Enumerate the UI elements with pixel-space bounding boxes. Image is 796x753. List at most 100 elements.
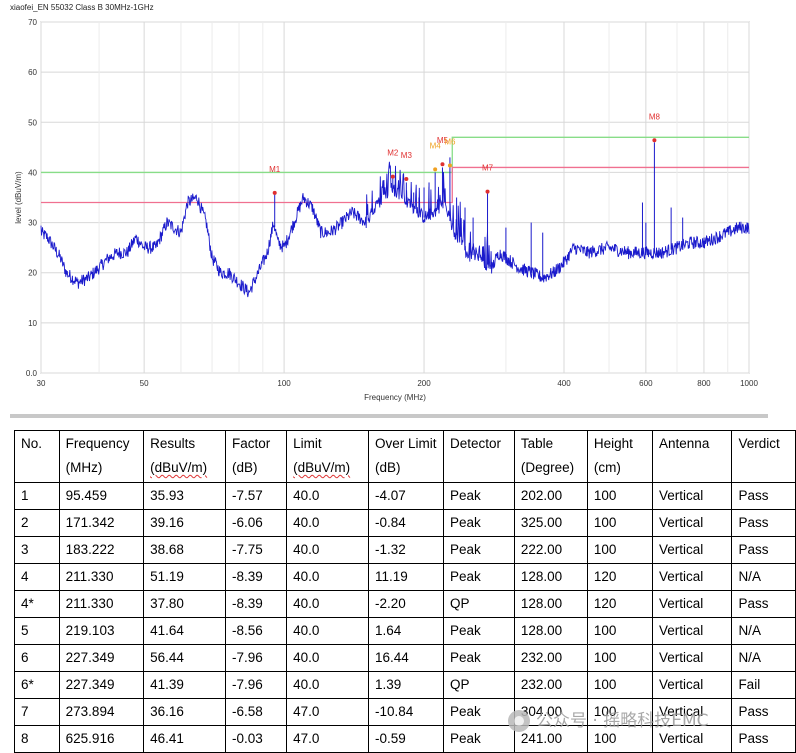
table-cell: N/A xyxy=(731,644,796,672)
table-cell: 41.64 xyxy=(143,617,226,645)
marker-point xyxy=(652,138,657,143)
table-cell: 40.0 xyxy=(286,617,370,645)
table-cell: 100 xyxy=(586,617,654,645)
table-cell: 100 xyxy=(586,482,654,510)
column-header: Height (cm) xyxy=(586,430,654,483)
table-cell: -4.07 xyxy=(368,482,444,510)
column-header: Limit (dBuV/m) xyxy=(286,430,370,483)
column-header: Table (Degree) xyxy=(513,430,588,483)
table-cell: QP xyxy=(442,671,515,699)
table-cell: Pass xyxy=(731,590,796,618)
table-cell: -0.03 xyxy=(224,725,288,753)
y-tick-label: 60 xyxy=(28,68,37,77)
table-cell: 325.00 xyxy=(513,509,588,537)
table-cell: 56.44 xyxy=(143,644,226,672)
table-cell: 6 xyxy=(14,644,60,672)
table-row: 6* 227.349 41.39 -7.96 40.0 1.39 QP 232.00 100 Ve… xyxy=(14,671,796,699)
column-header-title: Antenna xyxy=(659,436,710,451)
table-cell: Peak xyxy=(442,644,515,672)
column-header: Antenna xyxy=(652,430,733,483)
table-cell: Vertical xyxy=(652,617,733,645)
table-cell: Peak xyxy=(442,563,515,591)
table-cell: Peak xyxy=(442,482,515,510)
table-cell: Vertical xyxy=(652,644,733,672)
column-header-title: Detector xyxy=(449,436,501,451)
marker-label: M1 xyxy=(269,165,281,174)
table-cell: -7.96 xyxy=(224,644,288,672)
table-cell: Pass xyxy=(731,536,796,564)
plot-area xyxy=(40,21,750,374)
table-cell: 40.0 xyxy=(286,563,370,591)
table-cell: 16.44 xyxy=(368,644,444,672)
table-cell: Pass xyxy=(731,698,796,726)
table-cell: 40.0 xyxy=(286,509,370,537)
table-cell: 4 xyxy=(14,563,60,591)
table-cell: 100 xyxy=(586,644,654,672)
table-row: 5 219.103 41.64 -8.56 40.0 1.64 Peak 128.00 100 V… xyxy=(14,617,796,645)
table-cell: 100 xyxy=(586,536,654,564)
column-header-title: Height xyxy=(593,436,633,451)
table-cell: 227.349 xyxy=(58,644,145,672)
table-cell: 211.330 xyxy=(58,590,145,618)
table-cell: Vertical xyxy=(652,725,733,753)
table-cell: 227.349 xyxy=(58,671,145,699)
marker-point xyxy=(433,167,438,172)
table-cell: 1.39 xyxy=(368,671,444,699)
table-cell: 120 xyxy=(586,563,654,591)
table-cell: 7 xyxy=(14,698,60,726)
measurement-trace xyxy=(40,161,750,298)
table-cell: 37.80 xyxy=(143,590,226,618)
table-cell: 46.41 xyxy=(143,725,226,753)
column-header-unit xyxy=(659,456,725,480)
table-row: 2 171.342 39.16 -6.06 40.0 -0.84 Peak 325.00 100… xyxy=(14,509,796,537)
x-tick-label: 600 xyxy=(639,379,653,388)
table-cell: -6.58 xyxy=(224,698,288,726)
column-header-unit: (cm) xyxy=(593,460,621,475)
column-header-unit: (dBuV/m) xyxy=(293,460,351,475)
column-header-unit: (dB) xyxy=(375,460,401,475)
table-cell: -8.56 xyxy=(224,617,288,645)
table-cell: 100 xyxy=(586,671,654,699)
table-cell: -8.39 xyxy=(224,563,288,591)
table-cell: 183.222 xyxy=(58,536,145,564)
table-cell: -6.06 xyxy=(224,509,288,537)
table-cell: Vertical xyxy=(652,671,733,699)
table-row: 1 95.459 35.93 -7.57 40.0 -4.07 Peak 202.00 100 V… xyxy=(14,482,796,510)
table-cell: 2 xyxy=(14,509,60,537)
table-cell: 36.16 xyxy=(143,698,226,726)
column-header: Over Limit (dB) xyxy=(368,430,444,483)
table-cell: Vertical xyxy=(652,509,733,537)
table-cell: 222.00 xyxy=(513,536,588,564)
table-cell: 8 xyxy=(14,725,60,753)
column-header-title: Factor xyxy=(232,436,271,451)
table-cell: 100 xyxy=(586,509,654,537)
marker-label: M3 xyxy=(401,151,413,160)
table-cell: 38.68 xyxy=(143,536,226,564)
results-table: No. Frequency (MHz) Results (dBuV/m) Factor (… xyxy=(14,430,796,753)
x-tick-label: 800 xyxy=(697,379,711,388)
y-tick-label: 70 xyxy=(28,18,37,27)
marker-point xyxy=(440,162,445,167)
table-cell: 120 xyxy=(586,590,654,618)
limit-line xyxy=(41,166,749,204)
table-cell: 47.0 xyxy=(286,725,370,753)
x-tick-label: 400 xyxy=(557,379,571,388)
table-cell: QP xyxy=(442,590,515,618)
x-axis-label: Frequency (MHz) xyxy=(364,393,426,402)
table-cell: Pass xyxy=(731,509,796,537)
table-row: 3 183.222 38.68 -7.75 40.0 -1.32 Peak 222.00 100… xyxy=(14,536,796,564)
table-cell: 273.894 xyxy=(58,698,145,726)
marker-point xyxy=(272,190,277,195)
y-tick-label: 0.0 xyxy=(26,369,38,378)
y-tick-label: 40 xyxy=(28,168,37,177)
table-cell: N/A xyxy=(731,563,796,591)
marker-point xyxy=(390,174,395,179)
table-cell: Pass xyxy=(731,725,796,753)
table-cell: 128.00 xyxy=(513,590,588,618)
table-header-row: No. Frequency (MHz) Results (dBuV/m) Factor (… xyxy=(14,430,796,483)
column-header: No. xyxy=(14,430,60,483)
table-cell: 40.0 xyxy=(286,482,370,510)
column-header-unit: (dBuV/m) xyxy=(150,460,208,475)
table-cell: Peak xyxy=(442,725,515,753)
table-cell: 5 xyxy=(14,617,60,645)
